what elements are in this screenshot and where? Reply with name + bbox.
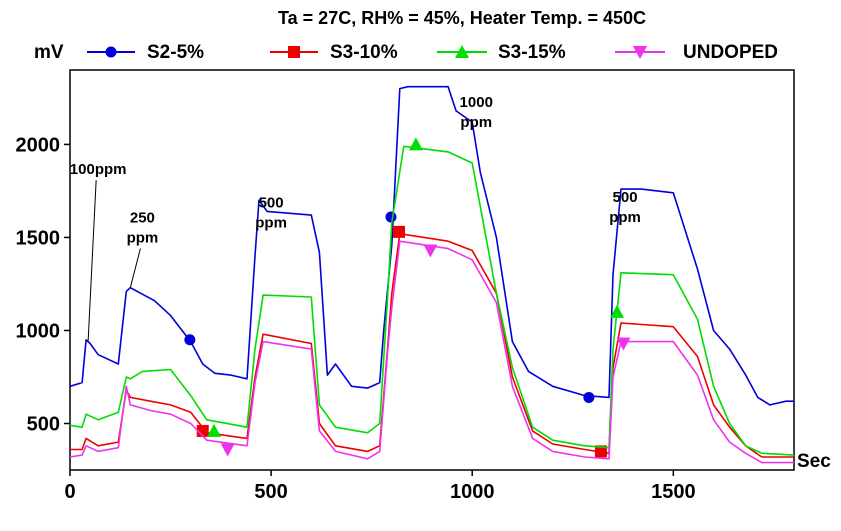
- annotation-text: ppm: [127, 230, 159, 247]
- y-tick-label: 500: [27, 413, 60, 435]
- annotation-text: 250: [130, 210, 155, 227]
- annotation-text: 100ppm: [70, 161, 127, 178]
- x-tick-label: 0: [64, 481, 75, 503]
- data-point-s2-5-: [184, 334, 196, 346]
- legend-label-s3-15: S3-15%: [498, 42, 566, 63]
- series-layer: [69, 85, 795, 464]
- legend-item-undoped: UNDOPED: [615, 42, 778, 63]
- legend-item-s3-10: S3-10%: [270, 42, 398, 63]
- annotation: 250 ppm: [127, 210, 159, 288]
- legend-marker-s3-10: [288, 46, 300, 58]
- series-line-s3-15-: [69, 145, 795, 456]
- data-point-s2-5-: [385, 211, 397, 223]
- annotation: 100ppm: [70, 161, 127, 342]
- annotations: 100ppm 250 ppm 500 ppm 1000 ppm 500 ppm: [70, 94, 641, 342]
- chart-title: Ta = 27C, RH% = 45%, Heater Temp. = 450C: [278, 8, 646, 28]
- annotation-text: ppm: [255, 215, 287, 232]
- data-point-undoped: [616, 337, 631, 351]
- annotation-text: ppm: [460, 114, 492, 131]
- series-undoped: [69, 240, 794, 464]
- data-point-s3-15-: [610, 304, 625, 318]
- series-line-s2-5-: [69, 85, 794, 406]
- series-line-s3-10-: [70, 232, 794, 458]
- legend-marker-s2: [105, 46, 117, 58]
- y-tick-label: 2000: [16, 134, 61, 156]
- series-s3-15-: [69, 137, 795, 456]
- annotation-text: ppm: [609, 209, 641, 226]
- legend-marker-undoped: [633, 46, 647, 59]
- data-point-s3-15-: [206, 423, 221, 437]
- data-point-s3-10-: [594, 445, 607, 458]
- data-point-undoped: [423, 244, 438, 258]
- annotation-text: 1000: [460, 94, 493, 111]
- x-tick-label: 500: [254, 481, 287, 503]
- data-point-s2-5-: [583, 391, 595, 403]
- x-tick-label: 1000: [450, 481, 495, 503]
- y-tick-label: 1500: [16, 227, 61, 249]
- data-point-undoped: [220, 443, 235, 457]
- annotation-leader-line: [87, 180, 97, 342]
- y-axis-label: mV: [34, 42, 64, 63]
- annotation-text: 500: [613, 189, 638, 206]
- annotation: 500 ppm: [609, 189, 641, 226]
- legend-label-undoped: UNDOPED: [683, 42, 778, 63]
- data-point-s3-15-: [408, 137, 423, 151]
- x-axis-label: Sec: [797, 451, 831, 472]
- legend-label-s3-10: S3-10%: [330, 42, 398, 63]
- legend-item-s3-15: S3-15%: [437, 42, 566, 63]
- annotation: 500 ppm: [255, 195, 287, 232]
- y-tick-label: 1000: [16, 320, 61, 342]
- annotation-leader-line: [129, 248, 141, 288]
- series-line-undoped: [69, 240, 794, 464]
- data-point-s3-10-: [393, 225, 406, 238]
- annotation-text: 500: [259, 195, 284, 212]
- legend-item-s2: S2-5%: [87, 42, 204, 63]
- plot-frame: [69, 69, 795, 471]
- x-tick-label: 1500: [651, 481, 696, 503]
- legend: mV S2-5% S3-10% S3-15% UNDOPED: [34, 42, 778, 63]
- legend-marker-s3-15: [455, 45, 469, 58]
- annotation: 1000 ppm: [460, 94, 493, 131]
- axis-ticks: 0 500 1000 1500 500 1000 1500 2000: [16, 134, 696, 503]
- legend-label-s2: S2-5%: [147, 42, 204, 63]
- series-s3-10-: [70, 225, 794, 458]
